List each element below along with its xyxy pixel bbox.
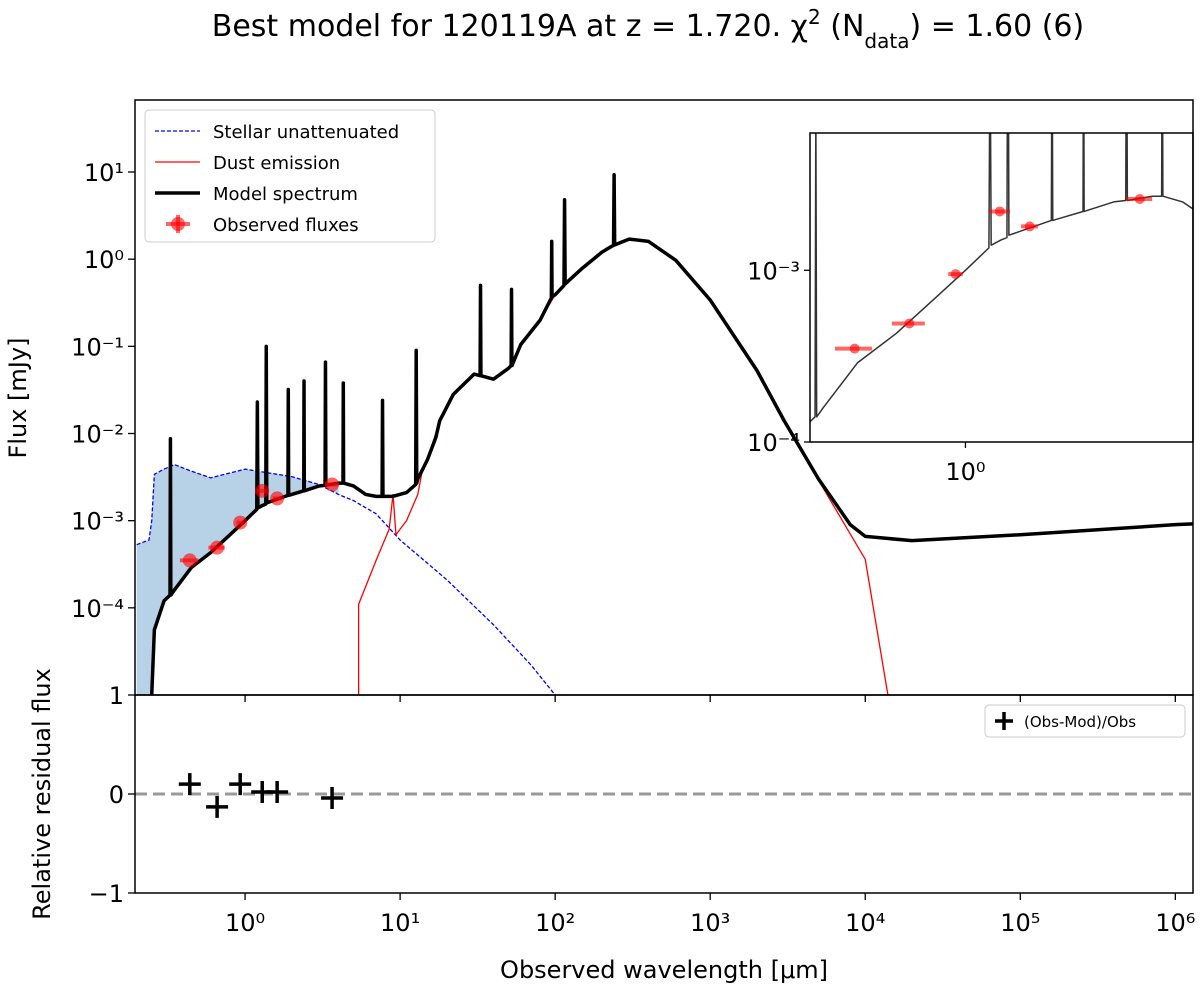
- main-plot: [136, 173, 1193, 695]
- x-tick-label: 10³: [690, 909, 730, 937]
- residual-point: [321, 786, 344, 809]
- title-part: data: [864, 29, 909, 53]
- inset-x-tick-label: 10⁰: [945, 458, 985, 486]
- legend-swatch: [995, 712, 1013, 730]
- observed-point: [210, 540, 225, 555]
- x-tick-label: 10²: [535, 909, 575, 937]
- residual-plot: [135, 773, 1193, 818]
- legend-label: Stellar unattenuated: [213, 122, 399, 143]
- inset-plot: [810, 133, 1193, 423]
- legend-label: Dust emission: [213, 153, 340, 174]
- y-axis-label: Flux [mJy]: [4, 338, 32, 459]
- series-line: [357, 238, 889, 695]
- y-tick-label: 10⁰: [84, 246, 124, 274]
- observed-point: [849, 343, 860, 354]
- inset-background: [810, 133, 1193, 442]
- x-tick-label: 10⁵: [1000, 909, 1040, 937]
- y-tick-label: 10⁻⁴: [71, 595, 124, 623]
- legend-swatch: [171, 217, 185, 231]
- title-part: ) = 1.60 (6): [909, 9, 1084, 44]
- y-tick-label: 0: [109, 781, 124, 809]
- y-tick-label: 10⁻²: [71, 421, 124, 449]
- observed-point: [182, 553, 197, 568]
- title-part: Best model for 120119A at z = 1.720. χ: [212, 9, 808, 44]
- x-axis-label: Observed wavelength [μm]: [500, 956, 828, 984]
- residual-point: [266, 781, 289, 804]
- y-tick-label: 1: [109, 682, 124, 710]
- series-line: [149, 173, 1193, 695]
- observed-point: [904, 318, 915, 329]
- y-tick-label: −1: [89, 880, 124, 908]
- observed-point: [270, 491, 285, 506]
- chart-title: Best model for 120119A at z = 1.720. χ2 …: [212, 5, 1084, 53]
- observed-point: [950, 269, 961, 280]
- x-tick-label: 10⁰: [225, 909, 265, 937]
- y-axis-label: Relative residual flux: [28, 668, 56, 920]
- inset-model-line: [810, 133, 1193, 423]
- y-tick-label: 10⁻³: [71, 508, 124, 536]
- inset-y-tick-label: 10⁻⁴: [747, 429, 800, 457]
- observed-point: [255, 483, 270, 498]
- y-tick-label: 10⁻¹: [71, 333, 124, 361]
- residual-point: [178, 773, 201, 796]
- legend-label: Observed fluxes: [213, 215, 359, 236]
- legend-box: [984, 704, 1186, 738]
- legend-label: (Obs-Mod)/Obs: [1024, 713, 1136, 731]
- observed-point: [325, 477, 340, 492]
- inset-y-tick-label: 10⁻³: [747, 257, 800, 285]
- title-part: (N: [821, 9, 865, 44]
- observed-point: [233, 515, 248, 530]
- residual-point: [229, 773, 252, 796]
- legend-label: Model spectrum: [213, 184, 358, 205]
- residual-point: [206, 795, 229, 818]
- observed-point: [1134, 194, 1145, 205]
- title-part: 2: [808, 5, 821, 29]
- observed-point: [1024, 221, 1035, 232]
- x-tick-label: 10⁶: [1155, 909, 1195, 937]
- series-line: [136, 463, 556, 695]
- y-tick-label: 10¹: [84, 159, 124, 187]
- legend-box: [144, 109, 436, 243]
- x-tick-label: 10¹: [380, 909, 420, 937]
- x-tick-label: 10⁴: [845, 909, 885, 937]
- observed-point: [994, 206, 1005, 217]
